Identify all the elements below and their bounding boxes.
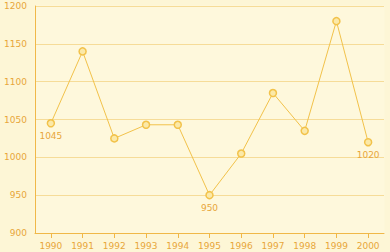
svg-text:1100: 1100 xyxy=(4,77,27,87)
svg-text:1045: 1045 xyxy=(39,131,62,141)
svg-text:1994: 1994 xyxy=(166,241,189,251)
svg-text:1999: 1999 xyxy=(325,241,348,251)
svg-text:2000: 2000 xyxy=(357,241,380,251)
svg-text:1992: 1992 xyxy=(103,241,126,251)
svg-text:1993: 1993 xyxy=(135,241,158,251)
svg-text:1000: 1000 xyxy=(4,152,27,162)
svg-text:950: 950 xyxy=(201,203,218,213)
svg-text:1990: 1990 xyxy=(39,241,62,251)
svg-text:1991: 1991 xyxy=(71,241,94,251)
svg-text:1200: 1200 xyxy=(4,1,27,11)
svg-text:1020: 1020 xyxy=(357,150,380,160)
svg-text:900: 900 xyxy=(10,228,27,238)
svg-text:1997: 1997 xyxy=(262,241,285,251)
svg-text:1150: 1150 xyxy=(4,39,27,49)
svg-text:1998: 1998 xyxy=(293,241,316,251)
svg-text:1050: 1050 xyxy=(4,115,27,125)
svg-text:950: 950 xyxy=(10,190,27,200)
svg-text:1995: 1995 xyxy=(198,241,221,251)
svg-text:1996: 1996 xyxy=(230,241,253,251)
